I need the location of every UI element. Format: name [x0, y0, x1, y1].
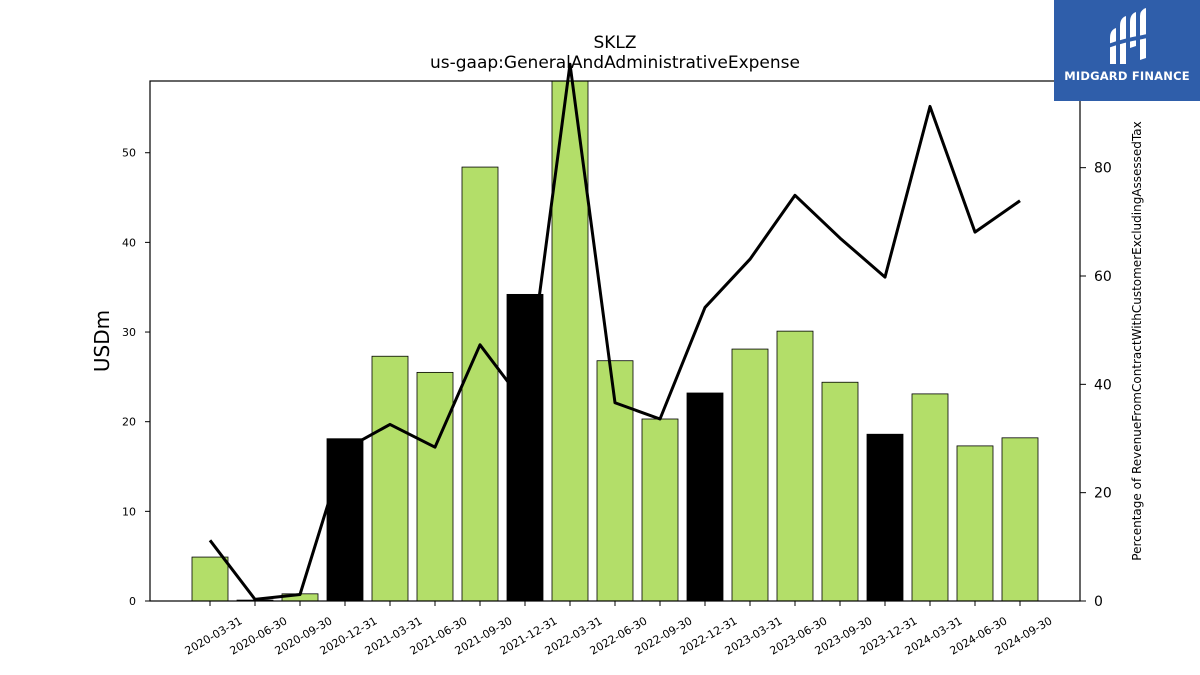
logo-text: MIDGARD FINANCE	[1064, 69, 1190, 83]
y-tick-label: 0	[129, 595, 136, 608]
bar-2021-12-31	[506, 293, 544, 602]
bar-2023-09-30	[821, 381, 859, 602]
y2-tick-label: 80	[1094, 161, 1112, 177]
bar-group	[191, 80, 1039, 602]
bar-2024-06-30	[956, 445, 994, 602]
y2-axis-label: Percentage of RevenueFromContractWithCus…	[1130, 121, 1144, 560]
bar-2021-09-30	[461, 166, 499, 602]
x-axis-ticks: 2020-03-312020-06-302020-09-302020-12-31…	[183, 601, 1055, 658]
y2-axis-ticks: 020406080100	[1080, 52, 1121, 610]
bar-2022-03-31	[551, 80, 589, 602]
bar-2022-09-30	[641, 418, 679, 602]
brand-logo: MIDGARD FINANCE	[1054, 0, 1200, 101]
bar-2024-03-31	[911, 393, 949, 602]
y2-tick-label: 60	[1094, 269, 1112, 285]
y-axis-ticks: 0 10 20 30 40 50	[122, 147, 150, 608]
bar-2020-12-31	[326, 438, 364, 602]
y2-tick-label: 0	[1094, 594, 1103, 610]
chart-subtitle: us-gaap:GeneralAndAdministrativeExpense	[430, 53, 800, 73]
bar-2020-03-31	[191, 556, 229, 602]
y-tick-label: 40	[122, 236, 136, 249]
y2-tick-label: 20	[1094, 486, 1112, 502]
y-tick-label: 10	[122, 505, 136, 518]
y-axis-label: USDm	[90, 310, 114, 372]
chart-title: SKLZ	[593, 33, 636, 53]
midgard-logo-icon	[1108, 8, 1148, 64]
line-group	[208, 62, 1021, 601]
y-tick-label: 30	[122, 326, 136, 339]
bar-2021-03-31	[371, 355, 409, 602]
plot-frame	[149, 80, 1081, 602]
y2-tick-label: 40	[1094, 377, 1112, 393]
bar-2023-03-31	[731, 348, 769, 602]
y-tick-label: 50	[122, 147, 136, 160]
bar-2022-12-31	[686, 392, 724, 602]
bar-2021-06-30	[416, 371, 454, 602]
y-tick-label: 20	[122, 416, 136, 429]
bar-2023-06-30	[776, 330, 814, 602]
bar-2023-12-31	[866, 433, 904, 602]
bar-2024-09-30	[1001, 437, 1039, 602]
